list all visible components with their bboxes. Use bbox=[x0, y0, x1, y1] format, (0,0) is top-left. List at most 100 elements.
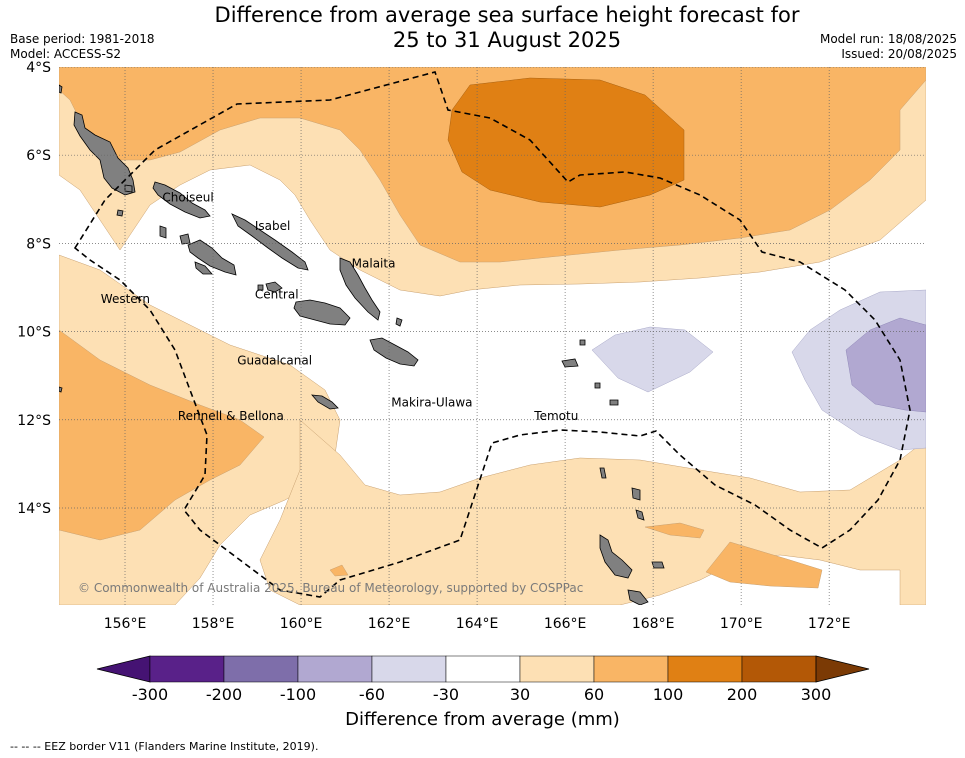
contour-north-100-200 bbox=[447, 77, 685, 208]
colorbar: -300 -200 -100 -60 -30 30 60 100 200 300 bbox=[96, 655, 870, 704]
contour-south-60-100-c bbox=[329, 564, 349, 577]
colorbar-tick-label: -100 bbox=[280, 685, 316, 704]
lon-tick-label: 170°E bbox=[720, 616, 763, 632]
title-line-1: Difference from average sea surface heig… bbox=[214, 3, 800, 27]
eez-border bbox=[73, 71, 911, 598]
lon-tick-label: 164°E bbox=[456, 616, 499, 632]
island-west-edge bbox=[59, 386, 63, 393]
gridlines bbox=[59, 67, 926, 605]
colorbar-segment bbox=[149, 655, 225, 683]
island-maewo bbox=[635, 509, 645, 521]
issued-text: Issued: 20/08/2025 bbox=[841, 47, 957, 61]
lon-tick-labels: 156°E 158°E 160°E 162°E 164°E 166°E 168°E 170°E… bbox=[104, 616, 851, 632]
island-espiritu-santo bbox=[599, 534, 633, 579]
colorbar-tick-label: 300 bbox=[801, 685, 832, 704]
lat-tick-label: 4°S bbox=[26, 60, 51, 76]
colorbar-tick-label: 60 bbox=[584, 685, 604, 704]
colorbar-segment bbox=[593, 655, 669, 683]
lat-tick-label: 8°S bbox=[26, 236, 51, 252]
province-labels: Choiseul Isabel Malaita Western Central Guada… bbox=[101, 191, 579, 423]
lon-tick-label: 160°E bbox=[280, 616, 323, 632]
island-santa-cruz bbox=[561, 358, 579, 368]
colorbar-tick-label: -30 bbox=[433, 685, 459, 704]
lon-tick-label: 156°E bbox=[104, 616, 147, 632]
island-makira bbox=[369, 337, 419, 367]
contour-south-60-100-b bbox=[644, 522, 705, 539]
island-malaita bbox=[339, 257, 381, 321]
province-label: Choiseul bbox=[162, 191, 213, 205]
island-vanikoro bbox=[609, 399, 619, 406]
colorbar-tick-label: -200 bbox=[206, 685, 242, 704]
colorbar-segment bbox=[445, 655, 521, 683]
province-label: Isabel bbox=[255, 219, 290, 233]
meta-right: Model run: 18/08/2025 Issued: 20/08/2025 bbox=[820, 32, 957, 62]
province-label: Malaita bbox=[352, 257, 396, 271]
island-choiseul bbox=[152, 181, 211, 219]
island-malekula bbox=[627, 589, 649, 605]
eez-footnote: -- -- -- EEZ border V11 (Flanders Marine… bbox=[10, 740, 319, 753]
island-rennell bbox=[311, 394, 339, 410]
island-ambae bbox=[651, 561, 665, 569]
lat-tick-label: 12°S bbox=[17, 413, 51, 429]
province-label: Temotu bbox=[533, 409, 578, 423]
colorbar-segment bbox=[371, 655, 447, 683]
province-label: Central bbox=[255, 288, 299, 302]
lat-tick-label: 6°S bbox=[26, 148, 51, 164]
colorbar-tick-label: 100 bbox=[653, 685, 684, 704]
island-guadalcanal bbox=[293, 299, 351, 326]
island-vella-lavella bbox=[159, 225, 167, 239]
island-bougainville bbox=[73, 111, 136, 196]
colorbar-tick-label: -60 bbox=[359, 685, 385, 704]
island-rendova bbox=[194, 261, 213, 275]
lat-tick-label: 10°S bbox=[17, 325, 51, 341]
lon-tick-label: 168°E bbox=[632, 616, 675, 632]
lat-tick-label: 14°S bbox=[17, 501, 51, 517]
island-treasury bbox=[116, 209, 124, 217]
title-line-2: 25 to 31 August 2025 bbox=[392, 28, 622, 52]
colorbar-segment bbox=[297, 655, 373, 683]
colorbar-segment bbox=[741, 655, 817, 683]
lon-tick-label: 166°E bbox=[544, 616, 587, 632]
colorbar-tick-label: 200 bbox=[727, 685, 758, 704]
island-russell bbox=[257, 284, 264, 291]
island-ulawa bbox=[579, 339, 586, 346]
lon-tick-label: 162°E bbox=[368, 616, 411, 632]
island-kolombangara bbox=[179, 233, 191, 245]
island-new-georgia bbox=[187, 239, 237, 276]
model-text: Model: ACCESS-S2 bbox=[10, 47, 122, 61]
island-shortland bbox=[124, 184, 133, 193]
base-period-text: Base period: 1981-2018 bbox=[10, 32, 155, 46]
colorbar-title: Difference from average (mm) bbox=[345, 709, 620, 730]
island-florida bbox=[265, 281, 283, 293]
lon-tick-label: 158°E bbox=[192, 616, 235, 632]
island-buka bbox=[59, 84, 63, 94]
copyright-text: © Commonwealth of Australia 2025, Bureau… bbox=[78, 581, 583, 595]
colorbar-tick-label: 30 bbox=[510, 685, 530, 704]
island-torres bbox=[599, 467, 607, 479]
island-banks bbox=[631, 487, 641, 501]
province-label: Guadalcanal bbox=[237, 354, 312, 368]
colorbar-extend-min bbox=[96, 655, 151, 683]
island-tikopia bbox=[594, 382, 601, 389]
contour-west-60-100 bbox=[59, 329, 265, 541]
land-islands bbox=[59, 84, 665, 605]
contour-south-60-100-a bbox=[705, 541, 823, 589]
meta-left: Base period: 1981-2018 Model: ACCESS-S2 bbox=[10, 32, 155, 62]
province-label: Makira-Ulawa bbox=[391, 396, 472, 410]
map-plot-area: Choiseul Isabel Malaita Western Central Guada… bbox=[59, 67, 926, 605]
colorbar-segment bbox=[519, 655, 595, 683]
province-label: Rennell & Bellona bbox=[178, 409, 284, 423]
lat-tick-labels: 4°S 6°S 8°S 10°S 12°S 14°S bbox=[17, 60, 51, 517]
lon-tick-label: 172°E bbox=[808, 616, 851, 632]
colorbar-segment bbox=[223, 655, 299, 683]
colorbar-extend-max bbox=[815, 655, 870, 683]
colorbar-segment bbox=[667, 655, 743, 683]
island-isabel bbox=[231, 213, 309, 271]
colorbar-tick-label: -300 bbox=[132, 685, 168, 704]
chart-title: Difference from average sea surface heig… bbox=[180, 3, 834, 53]
province-label: Western bbox=[101, 292, 150, 306]
model-run-text: Model run: 18/08/2025 bbox=[819, 32, 957, 46]
island-south-malaita bbox=[395, 317, 403, 327]
contour-central-neg-60-30 bbox=[591, 326, 714, 393]
